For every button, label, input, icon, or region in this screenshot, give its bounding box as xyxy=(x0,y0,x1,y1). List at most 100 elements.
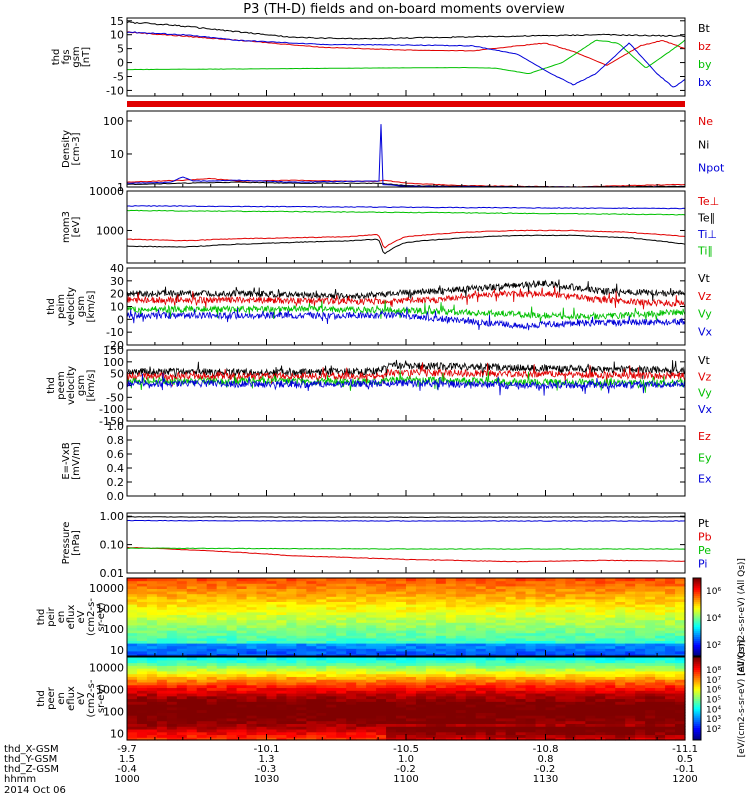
heatmap-cell xyxy=(336,690,347,694)
heatmap-cell xyxy=(316,593,327,597)
heatmap-cell xyxy=(415,695,427,700)
heatmap-cell xyxy=(515,611,527,615)
heatmap-cell xyxy=(595,662,606,666)
heatmap-cell xyxy=(346,734,357,738)
heatmap-cell xyxy=(256,698,268,702)
heatmap-cell xyxy=(336,601,347,605)
heatmap-cell xyxy=(455,637,467,641)
heatmap-cell xyxy=(246,650,258,654)
heatmap-cell xyxy=(455,588,467,592)
heatmap-cell xyxy=(615,726,626,730)
heatmap-cell xyxy=(406,668,417,672)
heatmap-cell xyxy=(246,657,258,661)
heatmap-cell xyxy=(386,726,397,730)
heatmap-cell xyxy=(455,622,467,626)
heatmap-cell xyxy=(445,585,457,589)
heatmap-cell xyxy=(386,622,397,626)
heatmap-cell xyxy=(366,704,377,708)
heatmap-cell xyxy=(605,726,616,730)
heatmap-cell xyxy=(206,598,218,602)
series-line xyxy=(126,300,686,323)
heatmap-cell xyxy=(366,635,377,639)
heatmap-cell xyxy=(206,692,218,697)
heatmap-cell xyxy=(136,630,148,634)
heatmap-cell xyxy=(605,687,616,691)
heatmap-cell xyxy=(525,679,537,683)
y-tick-label: 50 xyxy=(110,368,124,381)
heatmap-cell xyxy=(376,723,387,727)
heatmap-cell xyxy=(266,731,278,736)
heatmap-cell xyxy=(485,606,497,610)
heatmap-cell xyxy=(625,692,636,697)
heatmap-cell xyxy=(595,588,606,592)
heatmap-cell xyxy=(425,588,437,592)
heatmap-cell xyxy=(655,606,666,610)
heatmap-cell xyxy=(535,715,547,719)
heatmap-cell xyxy=(206,619,218,623)
heatmap-cell xyxy=(286,728,297,733)
heatmap-cell xyxy=(455,690,467,694)
heatmap-cell xyxy=(286,591,297,595)
heatmap-cell xyxy=(216,637,228,641)
heatmap-cell xyxy=(316,687,327,691)
heatmap-cell xyxy=(615,692,626,697)
heatmap-cell xyxy=(475,604,487,608)
y-tick-label: -100 xyxy=(99,403,124,416)
heatmap-cell xyxy=(127,650,138,654)
heatmap-cell xyxy=(645,676,656,680)
colorbar-swatch xyxy=(693,702,701,706)
heatmap-cell xyxy=(216,679,228,683)
heatmap-cell xyxy=(555,609,567,613)
heatmap-cell xyxy=(485,670,497,675)
heatmap-cell xyxy=(455,627,467,631)
heatmap-cell xyxy=(525,609,537,613)
heatmap-cell xyxy=(127,709,138,713)
heatmap-cell xyxy=(595,611,606,615)
heatmap-cell xyxy=(226,726,238,730)
heatmap-cell xyxy=(415,614,427,618)
heatmap-cell xyxy=(595,676,606,680)
heatmap-cell xyxy=(535,588,547,592)
heatmap-cell xyxy=(376,712,387,716)
heatmap-cell xyxy=(176,611,188,615)
heatmap-cell xyxy=(495,640,507,644)
heatmap-cell xyxy=(455,717,467,722)
heatmap-cell xyxy=(675,665,686,669)
heatmap-cell xyxy=(306,578,317,582)
heatmap-cell xyxy=(216,622,228,626)
heatmap-cell xyxy=(156,598,168,602)
heatmap-cell xyxy=(475,653,487,657)
heatmap-cell xyxy=(605,653,616,657)
heatmap-cell xyxy=(196,684,208,689)
heatmap-cell xyxy=(525,578,537,582)
heatmap-cell xyxy=(445,695,457,700)
heatmap-cell xyxy=(366,580,377,584)
heatmap-cell xyxy=(595,637,606,641)
heatmap-cell xyxy=(625,728,636,733)
heatmap-cell xyxy=(675,698,686,702)
heatmap-cell xyxy=(505,627,517,631)
heatmap-cell xyxy=(156,662,168,666)
heatmap-cell xyxy=(565,681,576,686)
heatmap-cell xyxy=(475,695,487,700)
y-tick-label: 1.00 xyxy=(100,510,125,523)
heatmap-cell xyxy=(296,717,307,722)
heatmap-cell xyxy=(356,596,367,600)
heatmap-cell xyxy=(396,653,407,657)
heatmap-cell xyxy=(465,723,477,727)
heatmap-cell xyxy=(276,648,288,652)
heatmap-cell xyxy=(306,720,317,724)
heatmap-cell xyxy=(176,635,188,639)
heatmap-cell xyxy=(306,734,317,738)
panels: thdfgsgsm[nT]151050-5-10BtbzbybxDensity[… xyxy=(36,15,747,758)
heatmap-cell xyxy=(266,588,278,592)
heatmap-cell xyxy=(425,585,437,589)
heatmap-cell xyxy=(316,617,327,621)
heatmap-cell xyxy=(415,632,427,636)
heatmap-cell xyxy=(406,580,417,584)
heatmap-cell xyxy=(127,712,138,716)
y-tick-label: -10 xyxy=(106,84,124,97)
heatmap-cell xyxy=(425,645,437,649)
heatmap-cell xyxy=(256,728,268,733)
heatmap-cell xyxy=(226,650,238,654)
